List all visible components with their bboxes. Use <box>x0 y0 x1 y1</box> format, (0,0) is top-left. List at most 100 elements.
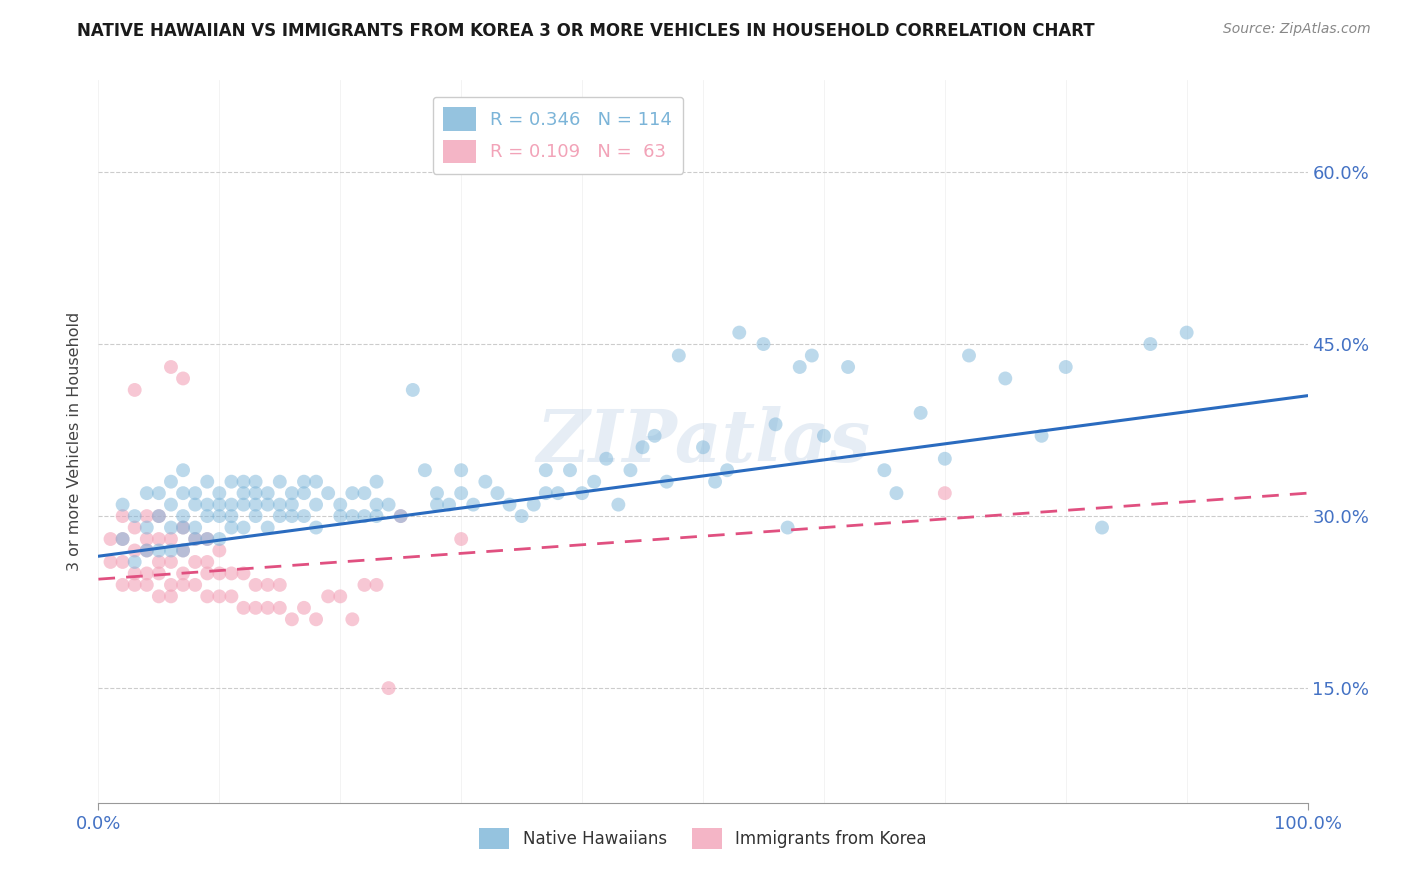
Point <box>1031 429 1053 443</box>
Point <box>342 486 364 500</box>
Point <box>789 359 811 374</box>
Point <box>148 509 170 524</box>
Point <box>776 520 799 534</box>
Point <box>692 440 714 454</box>
Point <box>135 543 157 558</box>
Text: ZIPatlas: ZIPatlas <box>536 406 870 477</box>
Point <box>716 463 738 477</box>
Point <box>1139 337 1161 351</box>
Point <box>160 520 183 534</box>
Point <box>195 532 218 546</box>
Point <box>389 509 412 524</box>
Point <box>886 486 908 500</box>
Point <box>208 486 231 500</box>
Point <box>124 509 146 524</box>
Point <box>668 349 690 363</box>
Point <box>607 498 630 512</box>
Point <box>1091 520 1114 534</box>
Point <box>245 600 267 615</box>
Point <box>208 509 231 524</box>
Point <box>172 520 194 534</box>
Point <box>426 498 449 512</box>
Point <box>195 509 218 524</box>
Point <box>111 532 134 546</box>
Point <box>377 498 399 512</box>
Point <box>184 498 207 512</box>
Point <box>534 486 557 500</box>
Point <box>752 337 775 351</box>
Point <box>534 463 557 477</box>
Point <box>510 509 533 524</box>
Point <box>269 509 291 524</box>
Point <box>547 486 569 500</box>
Point <box>148 590 170 604</box>
Point <box>281 486 304 500</box>
Point <box>498 498 520 512</box>
Point <box>208 590 231 604</box>
Point <box>292 486 315 500</box>
Point <box>124 383 146 397</box>
Point <box>148 543 170 558</box>
Point <box>195 566 218 581</box>
Point <box>256 498 278 512</box>
Text: Source: ZipAtlas.com: Source: ZipAtlas.com <box>1223 22 1371 37</box>
Point <box>256 520 278 534</box>
Point <box>184 555 207 569</box>
Point <box>184 578 207 592</box>
Point <box>245 486 267 500</box>
Point <box>329 498 352 512</box>
Point <box>135 509 157 524</box>
Point <box>195 498 218 512</box>
Point <box>135 520 157 534</box>
Point <box>342 612 364 626</box>
Point <box>221 498 243 512</box>
Point <box>813 429 835 443</box>
Point <box>426 486 449 500</box>
Point <box>366 509 388 524</box>
Point <box>160 578 183 592</box>
Point <box>111 532 134 546</box>
Point <box>353 578 375 592</box>
Point <box>135 566 157 581</box>
Point <box>232 520 254 534</box>
Point <box>184 532 207 546</box>
Point <box>245 509 267 524</box>
Point <box>221 509 243 524</box>
Point <box>148 532 170 546</box>
Point <box>160 359 183 374</box>
Point <box>305 612 328 626</box>
Point <box>728 326 751 340</box>
Point <box>402 383 425 397</box>
Point <box>305 520 328 534</box>
Point <box>837 359 859 374</box>
Point <box>269 498 291 512</box>
Point <box>631 440 654 454</box>
Point <box>292 475 315 489</box>
Point <box>208 543 231 558</box>
Point <box>873 463 896 477</box>
Point <box>316 486 339 500</box>
Point <box>135 578 157 592</box>
Point <box>342 509 364 524</box>
Point <box>281 498 304 512</box>
Point <box>160 475 183 489</box>
Point <box>450 463 472 477</box>
Point <box>558 463 581 477</box>
Point <box>377 681 399 695</box>
Point <box>232 486 254 500</box>
Point <box>100 555 122 569</box>
Point <box>655 475 678 489</box>
Point <box>463 498 485 512</box>
Point <box>1054 359 1077 374</box>
Point <box>172 566 194 581</box>
Point <box>644 429 666 443</box>
Point <box>232 475 254 489</box>
Point <box>305 498 328 512</box>
Point <box>124 520 146 534</box>
Point <box>135 486 157 500</box>
Point <box>148 566 170 581</box>
Point <box>160 590 183 604</box>
Point <box>245 475 267 489</box>
Point <box>366 475 388 489</box>
Point <box>111 509 134 524</box>
